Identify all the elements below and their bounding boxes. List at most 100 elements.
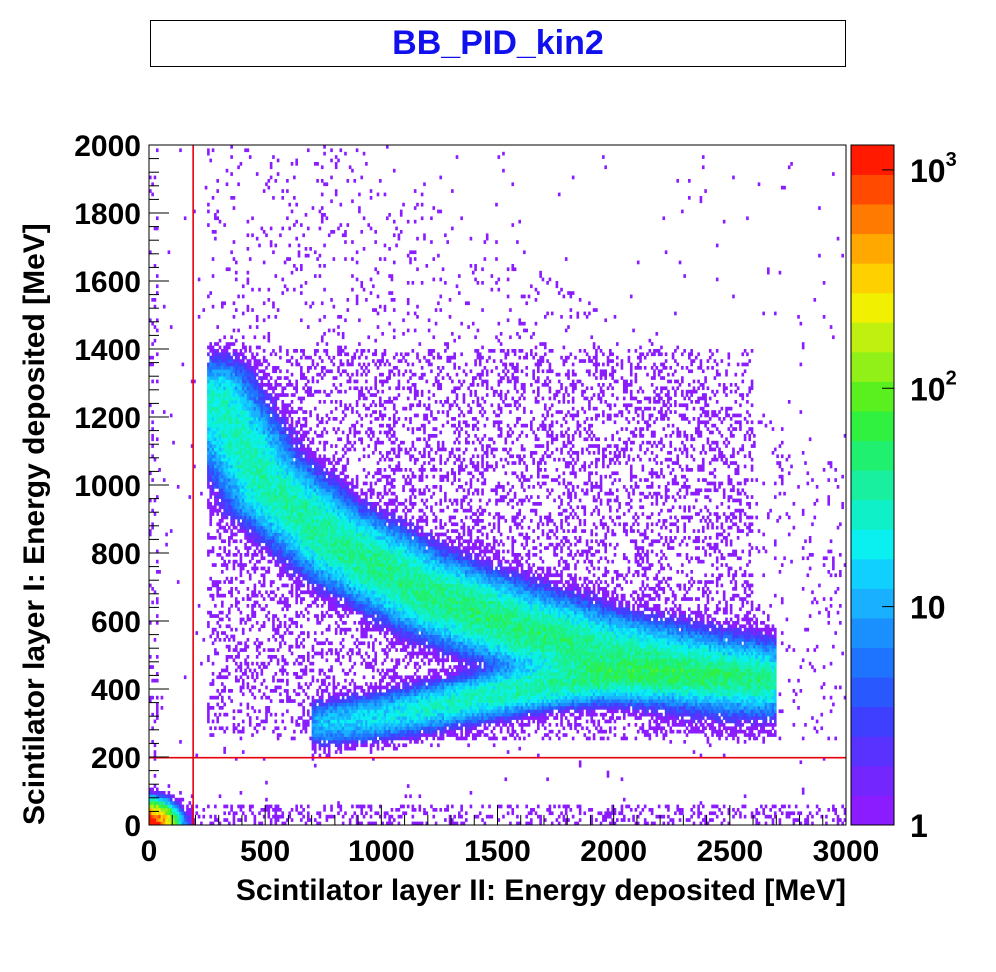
heat-cell xyxy=(311,454,315,459)
heat-cell xyxy=(151,804,154,809)
heat-cell xyxy=(237,481,240,486)
heat-cell xyxy=(237,386,240,391)
heat-cell xyxy=(318,209,322,214)
heat-cell xyxy=(297,253,301,258)
heat-cell xyxy=(251,287,254,292)
heat-cell xyxy=(211,672,215,676)
heat-cell xyxy=(320,549,324,554)
heat-cell xyxy=(346,723,350,727)
heat-cell xyxy=(300,478,303,482)
heat-cell xyxy=(313,723,317,727)
heat-cell xyxy=(306,658,310,663)
heat-cell xyxy=(241,427,245,431)
heat-cell xyxy=(230,403,233,408)
heat-cell xyxy=(286,451,289,455)
heat-cell xyxy=(214,372,217,377)
heat-cell xyxy=(276,818,280,822)
heat-cell xyxy=(216,389,219,394)
heat-cell xyxy=(251,661,254,666)
heat-cell xyxy=(320,485,324,489)
heat-cell xyxy=(288,566,292,571)
heat-cell xyxy=(313,519,317,523)
heat-cell xyxy=(320,587,324,591)
heat-cell xyxy=(327,539,331,544)
heat-cell xyxy=(269,451,273,455)
heat-cell xyxy=(320,692,324,697)
heat-cell xyxy=(149,804,152,809)
heat-cell xyxy=(348,746,352,751)
heat-cell xyxy=(302,573,305,578)
heat-cell xyxy=(272,546,275,550)
heat-cell xyxy=(283,726,287,731)
heat-cell xyxy=(341,573,345,578)
heat-cell xyxy=(225,413,229,418)
heat-cell xyxy=(318,434,322,438)
heat-cell xyxy=(232,413,236,418)
heat-cell xyxy=(155,678,159,683)
heat-cell xyxy=(295,593,298,598)
heat-cell xyxy=(313,536,317,540)
heat-cell xyxy=(248,447,252,452)
heat-cell xyxy=(246,593,250,598)
heat-cell xyxy=(334,430,338,435)
heat-cell xyxy=(260,485,264,489)
heat-cell xyxy=(341,740,345,744)
heat-cell xyxy=(320,434,324,438)
heat-cell xyxy=(306,464,310,469)
heat-cell xyxy=(295,519,298,523)
heat-cell xyxy=(246,617,250,622)
heat-cell xyxy=(300,556,303,561)
heat-cell xyxy=(325,726,329,731)
heat-cell xyxy=(262,621,266,625)
heat-cell xyxy=(260,393,264,397)
heat-cell xyxy=(288,532,292,537)
heat-cell xyxy=(272,621,275,625)
heat-cell xyxy=(246,281,250,285)
heat-cell xyxy=(313,706,317,710)
heat-cell xyxy=(209,505,213,510)
heat-cell xyxy=(276,539,280,544)
heat-cell xyxy=(300,437,303,442)
heat-cell xyxy=(232,440,236,445)
heat-cell xyxy=(244,468,247,472)
heat-cell xyxy=(346,512,350,516)
heat-cell xyxy=(286,478,289,482)
heat-cell xyxy=(239,474,243,479)
heat-cell xyxy=(276,488,280,493)
heat-cell xyxy=(323,512,326,516)
heat-cell xyxy=(262,376,266,380)
heat-cell xyxy=(297,556,301,561)
heat-cell xyxy=(293,580,296,584)
heat-cell xyxy=(223,818,226,822)
heat-cell xyxy=(281,502,285,506)
heat-cell xyxy=(313,485,317,489)
heat-cell xyxy=(283,393,287,397)
heat-cell xyxy=(160,797,164,802)
heat-cell xyxy=(227,430,231,435)
heat-cell xyxy=(269,502,273,506)
heat-cell xyxy=(218,624,222,629)
heat-cell xyxy=(265,706,268,710)
heat-cell xyxy=(244,515,247,520)
heat-cell xyxy=(207,712,210,717)
heat-cell xyxy=(211,352,215,357)
heat-cell xyxy=(265,685,268,690)
heat-cell xyxy=(265,512,268,516)
heat-cell xyxy=(325,532,329,537)
heat-cell xyxy=(309,488,312,493)
heat-cell xyxy=(221,668,224,673)
heat-cell xyxy=(241,366,245,370)
heat-cell xyxy=(341,505,345,510)
heat-cell xyxy=(339,485,343,489)
heat-cell xyxy=(255,454,259,459)
heat-cell xyxy=(320,553,324,557)
heat-cell xyxy=(332,675,336,680)
heat-cell xyxy=(348,488,352,493)
heat-cell xyxy=(295,457,298,462)
heat-cell xyxy=(200,821,203,826)
heat-cell xyxy=(246,362,250,367)
heat-cell xyxy=(341,491,345,496)
heat-cell xyxy=(248,471,252,476)
heat-cell xyxy=(300,444,303,448)
heat-cell xyxy=(341,576,345,581)
